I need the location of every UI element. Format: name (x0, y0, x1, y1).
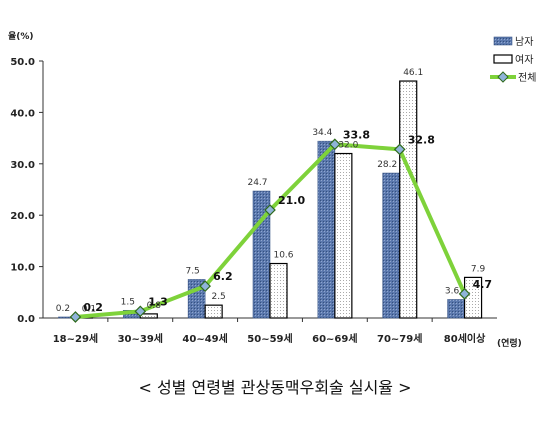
data-labels: 0.2 0.10.2 1.5 0.81.37.52.56.224.710.621.03… (56, 68, 492, 314)
total-point (69, 311, 82, 323)
male-value-label: 1.5 (121, 297, 135, 307)
female-value-label: 32.0 (338, 141, 358, 151)
female-bar (204, 304, 223, 319)
total-value-label: 1.3 (148, 295, 168, 308)
male-value-label: 24.7 (247, 178, 267, 188)
female-value-label: 10.6 (273, 251, 293, 261)
y-tick-label: 20.0 (10, 211, 35, 222)
total-point (199, 280, 211, 292)
female-bar (334, 152, 353, 319)
y-tick-label: 10.0 (10, 263, 35, 274)
total-value-label: 32.8 (408, 133, 435, 146)
female-value-label: 2.5 (211, 292, 225, 302)
total-value-label: 6.2 (213, 270, 233, 283)
legend-male-swatch (493, 36, 513, 46)
y-axis-title: 율(%) (8, 30, 34, 42)
male-value-label: 0.2 (56, 304, 70, 314)
y-tick-label: 40.0 (10, 108, 35, 119)
male-bar (317, 140, 336, 319)
total-point (264, 204, 276, 216)
total-value-label: 4.7 (473, 278, 493, 291)
total-value-label: 21.0 (278, 194, 305, 207)
x-tick-label: 50~59세 (247, 332, 292, 345)
male-bar (382, 172, 401, 319)
female-bar (399, 80, 418, 319)
female-value-label: 7.9 (471, 264, 486, 274)
x-tick-label: 18~29세 (53, 332, 98, 345)
total-point (393, 143, 406, 156)
legend-male-label: 남자 (515, 36, 533, 48)
chart-caption: < 성별 연령별 관상동맥우회술 실시율 > (138, 378, 411, 397)
y-tick-label: 50.0 (10, 57, 35, 68)
male-value-label: 3.6 (445, 286, 460, 296)
male-bar (447, 299, 465, 319)
x-tick-label: 60~69세 (312, 332, 357, 345)
legend-female-label: 여자 (515, 54, 533, 66)
total-line (69, 138, 471, 323)
x-tick-label: 30~39세 (118, 332, 163, 345)
female-bar (269, 262, 288, 319)
x-axis: 18~29세 30~39세 40~49세 50~59세 60~69세 70~79세 80세이… (43, 317, 497, 345)
legend-total-label: 전체 (518, 72, 536, 84)
male-value-label: 34.4 (312, 128, 332, 138)
legend-female-swatch (493, 54, 513, 64)
female-value-label: 0.8 (147, 301, 162, 311)
male-value-label: 28.2 (377, 160, 397, 170)
total-point (134, 305, 147, 318)
total-point (458, 287, 471, 300)
x-axis-title: (연령) (497, 337, 522, 349)
y-tick-label: 0.0 (17, 314, 35, 325)
y-tick-label: 30.0 (10, 160, 35, 171)
female-value-label: 46.1 (403, 68, 423, 78)
total-point (329, 138, 341, 151)
total-value-label: 33.8 (343, 128, 370, 141)
y-axis: 0.0 10.0 20.0 30.0 40.0 50.0 (10, 57, 44, 325)
x-tick-label: 70~79세 (377, 332, 422, 345)
legend-total-marker (497, 71, 509, 83)
male-value-label: 7.5 (185, 266, 199, 276)
female-value-label: 0.1 (82, 304, 96, 314)
bars (58, 80, 483, 319)
x-tick-label: 40~49세 (182, 332, 227, 345)
x-tick-label: 80세이상 (444, 332, 486, 345)
total-value-label: 0.2 (83, 301, 103, 314)
